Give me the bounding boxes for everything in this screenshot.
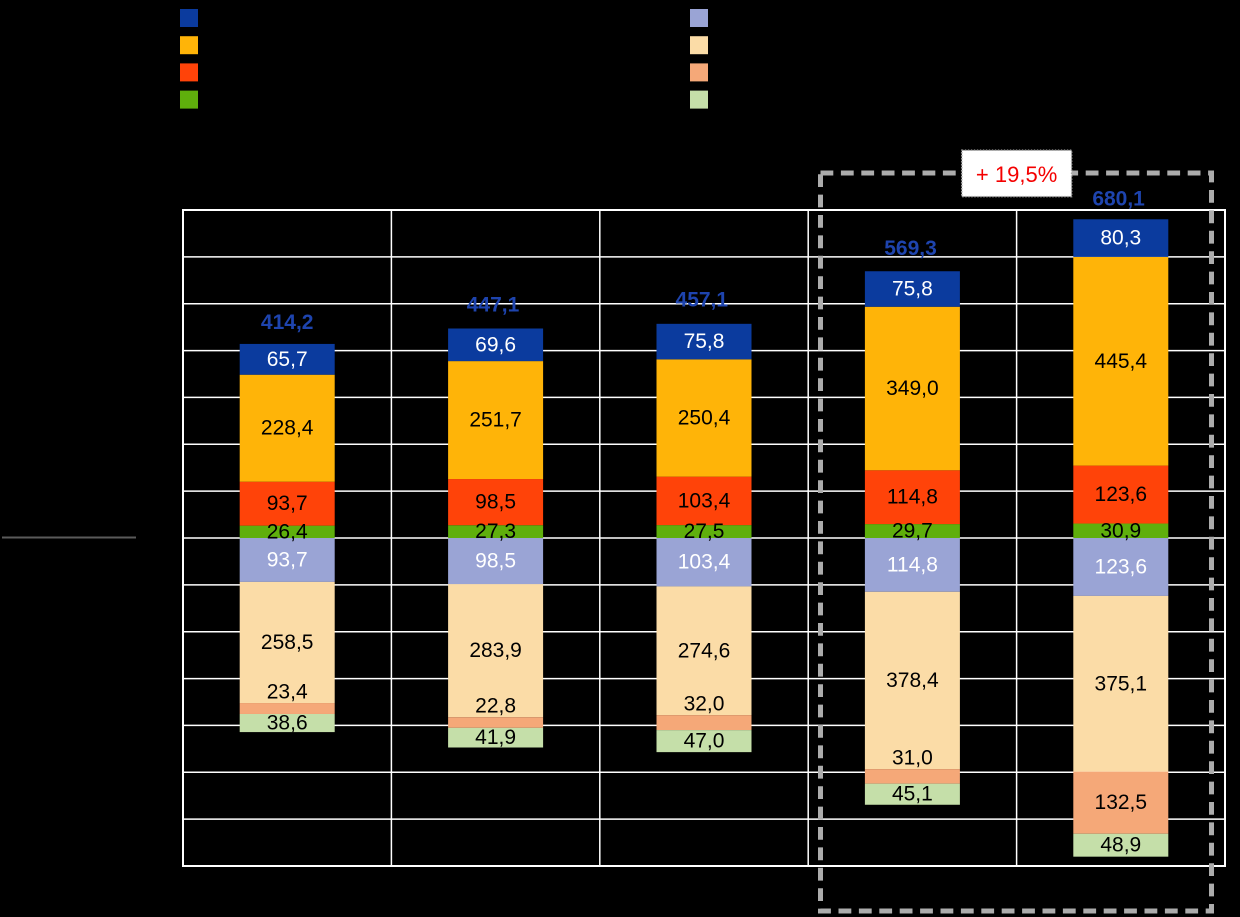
svg-text:65,7: 65,7 — [267, 348, 308, 371]
svg-text:38,6: 38,6 — [267, 712, 308, 735]
svg-text:114,8: 114,8 — [887, 553, 938, 576]
svg-text:31,0: 31,0 — [892, 747, 933, 770]
svg-text:274,6: 274,6 — [678, 639, 731, 662]
svg-text:132,5: 132,5 — [1095, 791, 1148, 814]
svg-text:114,8: 114,8 — [887, 486, 938, 509]
svg-text:26,4: 26,4 — [267, 520, 308, 543]
svg-text:47,0: 47,0 — [684, 730, 725, 753]
svg-text:22,8: 22,8 — [475, 695, 516, 718]
svg-text:48,9: 48,9 — [1100, 834, 1141, 857]
svg-text:93,7: 93,7 — [267, 492, 308, 515]
svg-text:23,4: 23,4 — [267, 681, 308, 704]
svg-text:258,5: 258,5 — [261, 631, 314, 654]
svg-text:41,9: 41,9 — [475, 726, 516, 749]
svg-text:445,4: 445,4 — [1095, 350, 1148, 373]
svg-text:29,7: 29,7 — [892, 520, 933, 543]
svg-text:75,8: 75,8 — [892, 278, 933, 301]
svg-text:250,4: 250,4 — [678, 407, 731, 430]
svg-text:93,7: 93,7 — [267, 548, 308, 571]
svg-text:228,4: 228,4 — [261, 417, 314, 440]
svg-text:27,5: 27,5 — [684, 520, 725, 543]
svg-text:283,9: 283,9 — [469, 639, 522, 662]
svg-text:378,4: 378,4 — [886, 669, 939, 692]
svg-text:27,3: 27,3 — [475, 520, 516, 543]
svg-text:569,3: 569,3 — [884, 237, 937, 260]
svg-text:45,1: 45,1 — [892, 783, 933, 806]
svg-text:80,3: 80,3 — [1100, 227, 1141, 250]
svg-text:+ 19,5%: + 19,5% — [976, 162, 1057, 187]
svg-text:457,1: 457,1 — [676, 289, 729, 312]
svg-text:75,8: 75,8 — [684, 330, 725, 353]
svg-text:123,6: 123,6 — [1095, 555, 1148, 578]
svg-text:123,6: 123,6 — [1095, 483, 1148, 506]
svg-text:69,6: 69,6 — [475, 333, 516, 356]
svg-text:447,1: 447,1 — [467, 294, 520, 317]
svg-text:98,5: 98,5 — [475, 491, 516, 514]
svg-text:98,5: 98,5 — [475, 550, 516, 573]
svg-text:251,7: 251,7 — [469, 409, 522, 432]
svg-text:103,4: 103,4 — [678, 551, 731, 574]
svg-text:30,9: 30,9 — [1100, 519, 1141, 542]
svg-text:32,0: 32,0 — [684, 693, 725, 716]
svg-text:680,1: 680,1 — [1092, 187, 1145, 210]
svg-text:349,0: 349,0 — [886, 377, 939, 400]
svg-text:375,1: 375,1 — [1095, 672, 1148, 695]
svg-text:414,2: 414,2 — [261, 311, 314, 334]
svg-text:103,4: 103,4 — [678, 489, 731, 512]
